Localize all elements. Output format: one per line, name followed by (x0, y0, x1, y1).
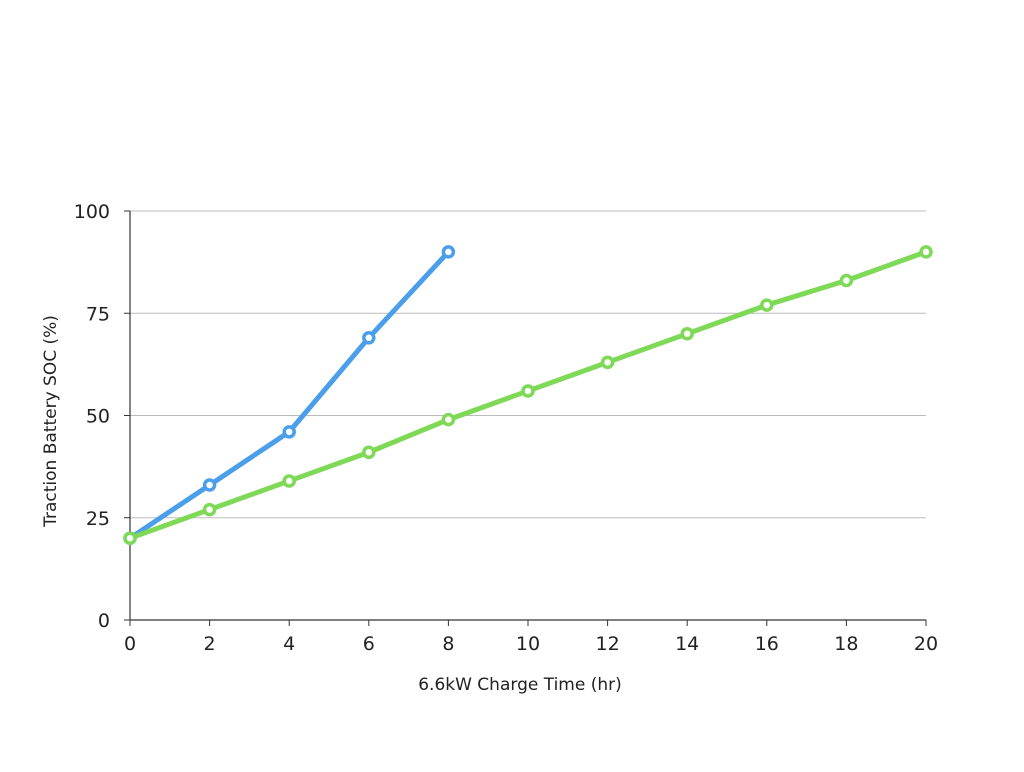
data-point-s0-4 (441, 245, 456, 259)
data-point-s0-2 (282, 425, 296, 439)
x-tick-label-14: 14 (675, 633, 699, 655)
series-line-0 (127, 249, 451, 541)
data-point-s1-6 (600, 355, 615, 370)
x-tick-label-18: 18 (834, 633, 858, 655)
x-tick-label-2: 2 (204, 633, 216, 655)
y-tick-label-0: 0 (98, 610, 110, 632)
gridlines (130, 210, 926, 519)
x-tick-label-0: 0 (124, 633, 136, 655)
x-tick-label-10: 10 (516, 633, 540, 655)
data-point-s1-8 (760, 298, 774, 312)
data-point-s0-3 (362, 331, 376, 345)
data-point-s1-10 (919, 245, 933, 259)
x-tick-label-16: 16 (755, 633, 779, 655)
y-tick-label-50: 50 (86, 406, 110, 428)
y-axis-title: Traction Battery SOC (%) (41, 315, 61, 528)
y-tick-label-75: 75 (86, 303, 110, 325)
data-points (123, 245, 933, 545)
data-point-s1-5 (521, 384, 535, 398)
data-point-s1-3 (362, 445, 376, 460)
x-axis-title: 6.6kW Charge Time (hr) (418, 675, 622, 695)
data-point-s1-4 (441, 412, 456, 427)
x-tick-label-8: 8 (442, 633, 454, 655)
data-point-s1-1 (202, 502, 217, 517)
y-tick-label-100: 100 (74, 201, 110, 223)
axes (124, 210, 927, 626)
y-tick-label-25: 25 (86, 508, 110, 530)
x-tick-label-12: 12 (596, 633, 620, 655)
x-tick-label-20: 20 (914, 633, 938, 655)
x-tick-label-6: 6 (363, 633, 375, 655)
x-tick-label-4: 4 (283, 633, 295, 655)
data-point-s1-9 (839, 273, 854, 288)
tick-labels: 0 25 50 75 100 0 2 4 6 8 10 12 14 16 18 20 (74, 201, 938, 655)
data-point-s1-7 (680, 326, 694, 341)
data-point-s1-2 (282, 474, 296, 488)
data-point-s1-0 (123, 531, 137, 545)
data-point-s0-1 (202, 478, 217, 492)
